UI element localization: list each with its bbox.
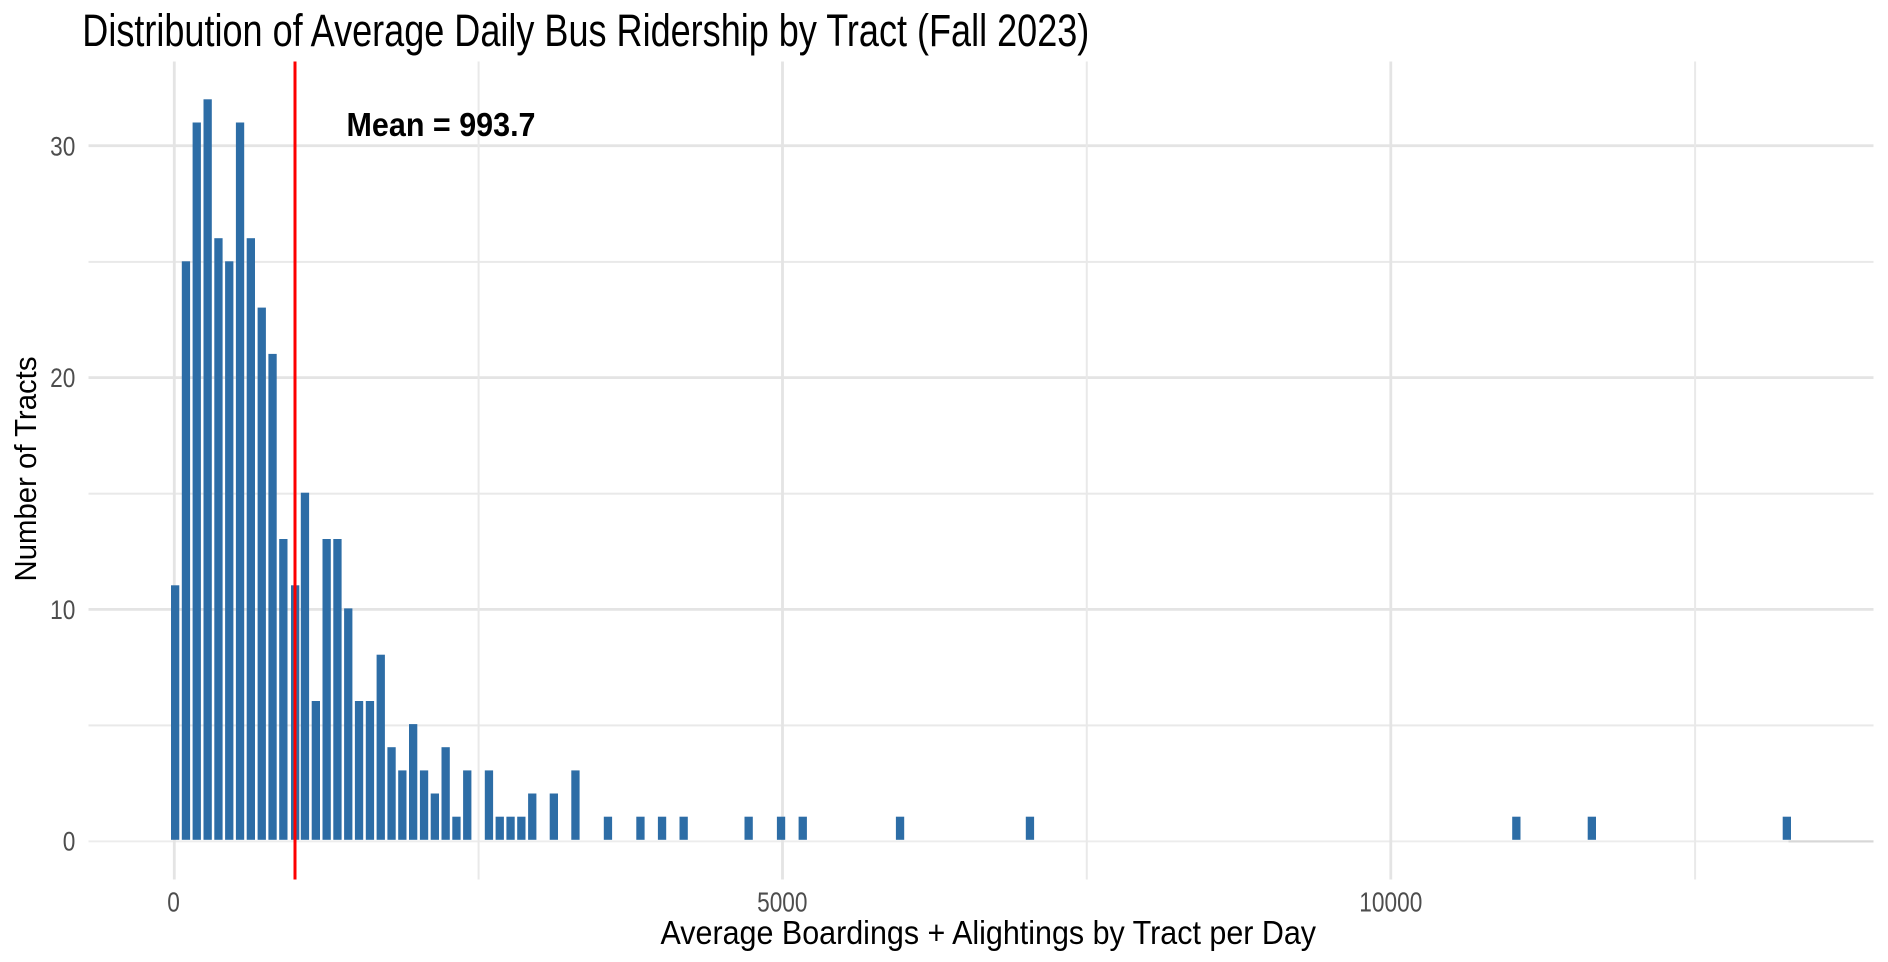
svg-text:Average Boardings + Alightings: Average Boardings + Alightings by Tract … (661, 914, 1317, 951)
svg-text:30: 30 (50, 131, 75, 161)
svg-text:10: 10 (50, 595, 75, 625)
svg-text:10000: 10000 (1359, 887, 1422, 918)
svg-text:Distribution of Average Daily: Distribution of Average Daily Bus Riders… (82, 5, 1089, 56)
svg-text:Mean = 993.7: Mean = 993.7 (347, 106, 536, 143)
svg-text:Number of Tracts: Number of Tracts (8, 357, 43, 582)
svg-text:0: 0 (167, 887, 180, 918)
svg-text:5000: 5000 (757, 887, 807, 918)
svg-text:0: 0 (63, 827, 76, 857)
svg-text:20: 20 (50, 363, 75, 393)
